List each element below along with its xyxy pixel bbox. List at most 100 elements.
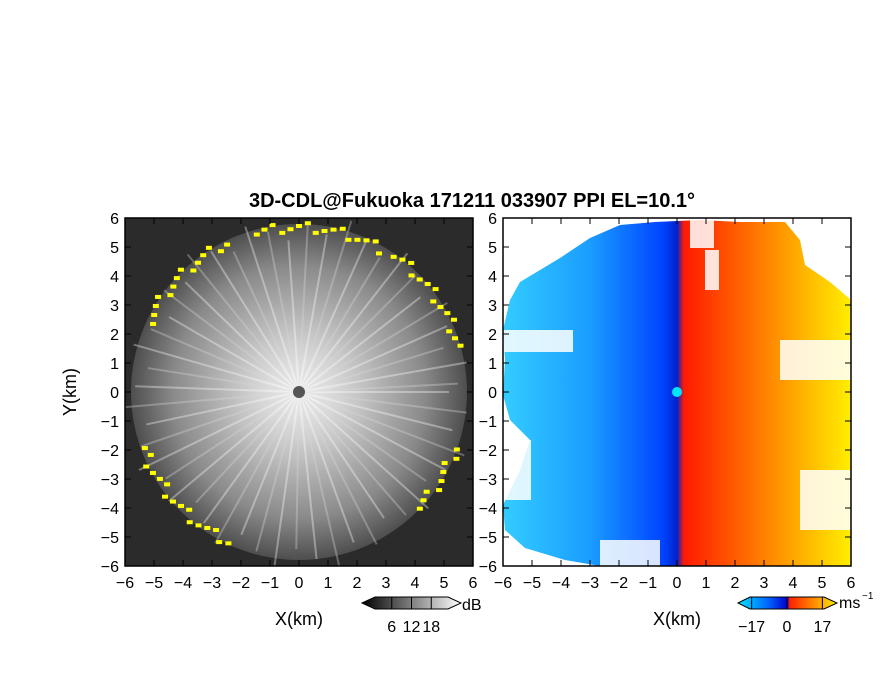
snr-flag-pixel [424, 282, 431, 287]
snr-flag-pixel [224, 242, 231, 247]
snr-ray [135, 385, 300, 393]
y-tick-label: −2 [479, 443, 497, 460]
y-tick-label: −5 [101, 530, 119, 547]
snr-flag-pixel [167, 293, 174, 298]
snr-ray [287, 240, 300, 393]
colorbar-tick-label: 6 [387, 619, 396, 636]
snr-flag-pixel [173, 276, 180, 281]
snr-ray [202, 391, 300, 524]
snr-ray [298, 256, 381, 393]
snr-flag-pixel [164, 482, 171, 487]
snr-flag-pixel [436, 488, 443, 493]
snr-flag-pixel [339, 226, 346, 231]
y-tick-label: −2 [101, 443, 119, 460]
snr-ray [210, 250, 300, 393]
y-tick-label: 2 [110, 327, 119, 344]
velocity-panel: −6 −5 −4 −3 −2 −1 0 1 2 3 4 5 6 6 5 4 3 2 1 0 −1 −2 −3 −4 −5 −6 X… [479, 211, 856, 629]
snr-ray [125, 391, 300, 409]
snr-ray [273, 391, 300, 566]
snr-flag-pixel [453, 456, 460, 461]
snr-flag-pixel [152, 303, 159, 308]
x-tick-label: −4 [174, 575, 192, 592]
snr-ylabel: Y(km) [60, 368, 80, 416]
y-tick-label: 1 [110, 356, 119, 373]
velocity-gap [503, 330, 573, 352]
x-tick-label: 5 [440, 575, 449, 592]
y-tick-label: −4 [101, 501, 119, 518]
radar-site-marker-velocity [672, 387, 682, 397]
snr-ray [186, 253, 300, 393]
snr-ray [168, 391, 300, 503]
snr-flag-pixel [217, 249, 224, 254]
x-tick-label: 0 [673, 575, 682, 592]
y-tick-label: 5 [110, 240, 119, 257]
snr-flag-pixel [213, 528, 220, 533]
colorbar-tick-label: 0 [783, 619, 792, 636]
snr-flag-pixel [450, 317, 457, 322]
snr-flag-pixel [269, 223, 276, 228]
x-tick-label: 6 [469, 575, 478, 592]
snr-ray [298, 234, 328, 393]
y-tick-label: −1 [479, 414, 497, 431]
snr-ray [298, 238, 369, 393]
snr-ray [214, 391, 300, 544]
snr-colorbar: 6 12 18 dB [360, 596, 482, 636]
snr-flag-pixel [372, 239, 379, 244]
snr-ray [298, 391, 447, 471]
snr-ray [298, 325, 448, 393]
velocity-colorbar-ticks: −17 0 17 [738, 597, 831, 636]
snr-ray [244, 226, 300, 393]
velocity-gap [690, 218, 714, 248]
chart-title: 3D-CDL@Fukuoka 171211 033907 PPI EL=10.1… [249, 190, 695, 212]
snr-flag-pixel [141, 446, 148, 451]
snr-flag-pixel [169, 499, 176, 504]
x-tick-label: 2 [731, 575, 740, 592]
y-tick-label: 6 [488, 211, 497, 228]
x-tick-label: −2 [232, 575, 250, 592]
snr-ray [298, 391, 429, 510]
y-tick-label: 3 [110, 298, 119, 315]
snr-ray [295, 391, 300, 549]
snr-ray [298, 391, 385, 519]
x-tick-label: −1 [261, 575, 279, 592]
snr-ray [184, 281, 300, 393]
snr-flag-pixel [453, 447, 460, 452]
snr-flag-pixel [312, 230, 319, 235]
snr-ray [298, 296, 421, 393]
snr-flag-pixel [321, 229, 328, 234]
y-tick-label: 0 [488, 385, 497, 402]
snr-flag-pixel [170, 284, 177, 289]
snr-ray [266, 231, 300, 393]
x-tick-label: −3 [581, 575, 599, 592]
radar-site-marker [293, 386, 305, 398]
snr-flag-pixel [432, 287, 439, 292]
snr-flag-pixel [416, 506, 423, 511]
snr-ray [195, 391, 300, 504]
x-tick-label: −2 [610, 575, 628, 592]
y-tick-label: 5 [488, 240, 497, 257]
snr-flag-pixel [408, 260, 415, 265]
snr-flag-pixel [279, 230, 286, 235]
snr-flag-pixel [452, 336, 459, 341]
y-tick-label: −5 [479, 530, 497, 547]
snr-flag-pixel [408, 273, 415, 278]
snr-ray [298, 391, 467, 414]
y-tick-label: 4 [110, 269, 119, 286]
x-tick-label: 5 [818, 575, 827, 592]
snr-flag-pixel [155, 294, 162, 299]
snr-xlabel: X(km) [275, 609, 323, 629]
snr-ray [298, 391, 378, 545]
x-tick-label: 1 [702, 575, 711, 592]
velocity-gap [800, 470, 851, 530]
snr-ray [133, 343, 300, 393]
x-tick-label: 4 [411, 575, 420, 592]
snr-flag-pixel [177, 267, 184, 272]
snr-ray [298, 382, 458, 393]
velocity-no-data-areas [503, 218, 851, 566]
y-tick-label: −3 [101, 472, 119, 489]
snr-ray [298, 220, 353, 393]
x-tick-label: −4 [552, 575, 570, 592]
snr-flag-pixel [195, 523, 202, 528]
y-tick-label: −6 [101, 559, 119, 576]
